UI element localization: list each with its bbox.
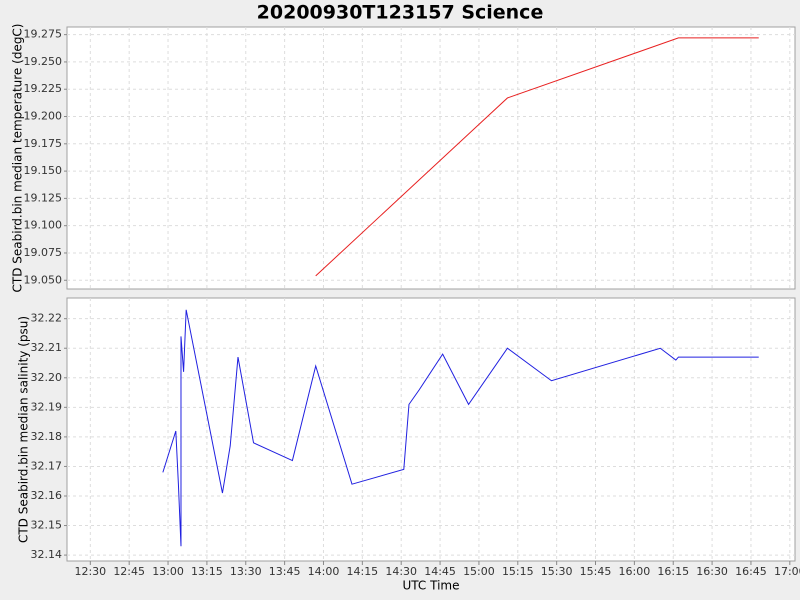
x-tick-label: 13:15 <box>191 565 223 578</box>
x-tick-label: 13:30 <box>230 565 262 578</box>
x-tick-label: 14:15 <box>346 565 378 578</box>
y-axis-label: CTD Seabird.bin median temperature (degC… <box>11 24 25 293</box>
plot-area <box>66 297 796 562</box>
x-tick-label: 16:00 <box>619 565 651 578</box>
x-tick-label: 15:15 <box>502 565 534 578</box>
data-line <box>315 37 759 277</box>
x-tick-label: 16:30 <box>696 565 728 578</box>
y-tick-label: 19.275 <box>24 28 63 41</box>
y-tick-label: 19.250 <box>24 55 63 68</box>
x-tick-label: 12:30 <box>74 565 106 578</box>
y-tick-label: 32.15 <box>31 519 63 532</box>
y-tick-label: 19.200 <box>24 110 63 123</box>
y-axis-label: CTD Seabird.bin median salinity (psu) <box>17 316 31 543</box>
y-tick-label: 32.22 <box>31 312 63 325</box>
data-line <box>162 309 759 547</box>
y-tick-label: 19.100 <box>24 219 63 232</box>
y-tick-label: 32.16 <box>31 489 63 502</box>
y-tick-label: 32.20 <box>31 371 63 384</box>
y-tick-label: 19.150 <box>24 164 63 177</box>
x-tick-label: 14:45 <box>424 565 456 578</box>
y-tick-label: 19.225 <box>24 82 63 95</box>
x-tick-label: 14:00 <box>308 565 340 578</box>
x-tick-label: 17:00 <box>774 565 800 578</box>
x-tick-label: 15:30 <box>541 565 573 578</box>
y-tick-label: 32.18 <box>31 430 63 443</box>
x-tick-label: 13:00 <box>152 565 184 578</box>
x-tick-label: 15:00 <box>463 565 495 578</box>
y-tick-label: 32.14 <box>31 548 63 561</box>
y-tick-label: 19.125 <box>24 191 63 204</box>
y-tick-label: 32.21 <box>31 341 63 354</box>
x-tick-label: 14:30 <box>385 565 417 578</box>
y-tick-label: 19.050 <box>24 273 63 286</box>
x-tick-label: 16:45 <box>735 565 767 578</box>
y-tick-label: 32.19 <box>31 400 63 413</box>
y-tick-label: 19.075 <box>24 246 63 259</box>
x-tick-label: 12:45 <box>113 565 145 578</box>
x-axis-label: UTC Time <box>403 579 460 593</box>
chart-title: 20200930T123157 Science <box>257 2 544 24</box>
y-tick-label: 19.175 <box>24 137 63 150</box>
x-tick-label: 15:45 <box>580 565 612 578</box>
y-tick-label: 32.17 <box>31 459 63 472</box>
plot-area <box>66 26 796 290</box>
x-tick-label: 13:45 <box>269 565 301 578</box>
x-tick-label: 16:15 <box>657 565 689 578</box>
